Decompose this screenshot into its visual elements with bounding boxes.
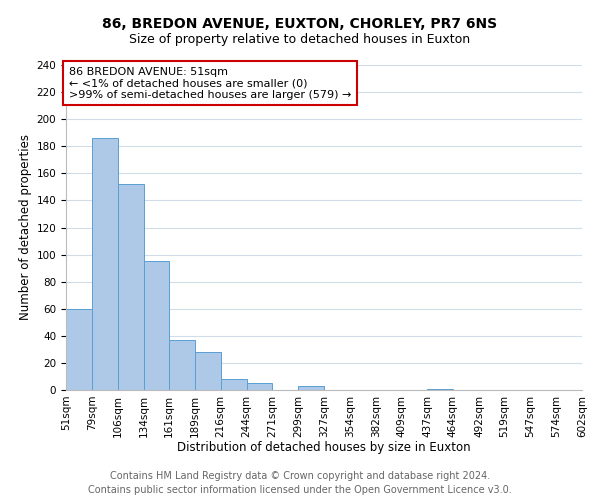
Text: 86 BREDON AVENUE: 51sqm
← <1% of detached houses are smaller (0)
>99% of semi-de: 86 BREDON AVENUE: 51sqm ← <1% of detache… xyxy=(68,66,351,100)
Bar xyxy=(247,383,272,390)
Text: Size of property relative to detached houses in Euxton: Size of property relative to detached ho… xyxy=(130,32,470,46)
Text: 86, BREDON AVENUE, EUXTON, CHORLEY, PR7 6NS: 86, BREDON AVENUE, EUXTON, CHORLEY, PR7 … xyxy=(103,18,497,32)
Bar xyxy=(427,388,453,390)
Bar xyxy=(92,138,118,390)
Bar xyxy=(582,388,600,390)
Bar xyxy=(118,184,144,390)
Bar xyxy=(221,379,247,390)
Bar xyxy=(66,308,92,390)
Bar xyxy=(144,262,169,390)
X-axis label: Distribution of detached houses by size in Euxton: Distribution of detached houses by size … xyxy=(177,441,471,454)
Y-axis label: Number of detached properties: Number of detached properties xyxy=(19,134,32,320)
Bar xyxy=(169,340,195,390)
Bar xyxy=(298,386,325,390)
Bar xyxy=(195,352,221,390)
Text: Contains HM Land Registry data © Crown copyright and database right 2024.
Contai: Contains HM Land Registry data © Crown c… xyxy=(88,471,512,495)
